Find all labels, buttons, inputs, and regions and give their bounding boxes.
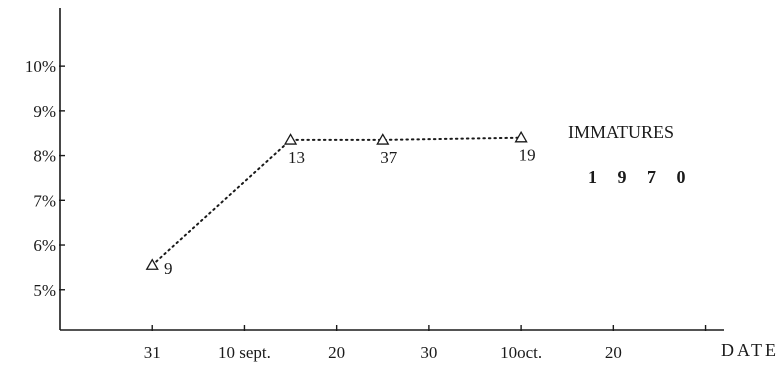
y-tick-label: 5% bbox=[33, 281, 56, 300]
data-point-label: 13 bbox=[288, 148, 305, 167]
data-point-marker bbox=[145, 258, 159, 270]
data-point-marker bbox=[514, 130, 528, 143]
data-point-marker bbox=[376, 133, 390, 145]
series-immatures: 9 13 37 19 bbox=[145, 130, 536, 278]
x-tick-label: 10oct. bbox=[500, 343, 542, 362]
x-axis-label: DATE bbox=[721, 340, 779, 360]
y-tick-label: 6% bbox=[33, 236, 56, 255]
y-tick-label: 8% bbox=[33, 147, 56, 166]
y-tick-label: 10% bbox=[25, 57, 56, 76]
data-point-label: 9 bbox=[164, 259, 173, 278]
series-label: IMMATURES bbox=[568, 122, 674, 142]
x-tick-label: 20 bbox=[605, 343, 622, 362]
x-tick-label: 30 bbox=[420, 343, 437, 362]
series-line bbox=[151, 136, 523, 267]
data-point-label: 37 bbox=[380, 148, 398, 167]
x-tick-label: 10 sept. bbox=[218, 343, 271, 362]
x-tick-label: 20 bbox=[328, 343, 345, 362]
y-tick-label: 7% bbox=[33, 191, 56, 210]
x-ticks: 31 10 sept. 20 30 10oct. 20 bbox=[144, 325, 707, 362]
x-tick-label: 31 bbox=[144, 343, 161, 362]
year-label: 1 9 7 0 bbox=[588, 167, 694, 187]
data-point-marker bbox=[283, 133, 298, 145]
data-point-label: 19 bbox=[519, 146, 536, 165]
y-tick-label: 9% bbox=[33, 102, 56, 121]
y-ticks: 5% 6% 7% 8% 9% 10% bbox=[25, 57, 65, 300]
